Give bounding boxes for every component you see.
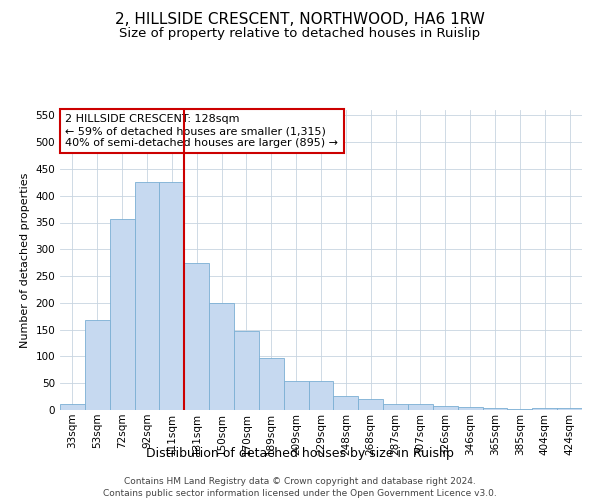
Bar: [433, 406, 458, 410]
Bar: [458, 408, 482, 410]
Bar: [334, 396, 358, 410]
Bar: [408, 404, 433, 410]
Text: 2 HILLSIDE CRESCENT: 128sqm
← 59% of detached houses are smaller (1,315)
40% of : 2 HILLSIDE CRESCENT: 128sqm ← 59% of det…: [65, 114, 338, 148]
Text: Contains HM Land Registry data © Crown copyright and database right 2024.: Contains HM Land Registry data © Crown c…: [124, 478, 476, 486]
Bar: [184, 262, 209, 410]
Text: Size of property relative to detached houses in Ruislip: Size of property relative to detached ho…: [119, 28, 481, 40]
Bar: [259, 358, 284, 410]
Bar: [209, 303, 234, 410]
Bar: [134, 182, 160, 410]
Bar: [308, 380, 334, 410]
Bar: [557, 408, 582, 410]
Bar: [110, 219, 134, 410]
Bar: [85, 320, 110, 410]
Bar: [532, 408, 557, 410]
Bar: [284, 380, 308, 410]
Text: Distribution of detached houses by size in Ruislip: Distribution of detached houses by size …: [146, 448, 454, 460]
Text: Contains public sector information licensed under the Open Government Licence v3: Contains public sector information licen…: [103, 489, 497, 498]
Bar: [383, 404, 408, 410]
Text: 2, HILLSIDE CRESCENT, NORTHWOOD, HA6 1RW: 2, HILLSIDE CRESCENT, NORTHWOOD, HA6 1RW: [115, 12, 485, 28]
Y-axis label: Number of detached properties: Number of detached properties: [20, 172, 30, 348]
Bar: [160, 182, 184, 410]
Bar: [482, 408, 508, 410]
Bar: [234, 330, 259, 410]
Bar: [358, 400, 383, 410]
Bar: [508, 409, 532, 410]
Bar: [60, 404, 85, 410]
